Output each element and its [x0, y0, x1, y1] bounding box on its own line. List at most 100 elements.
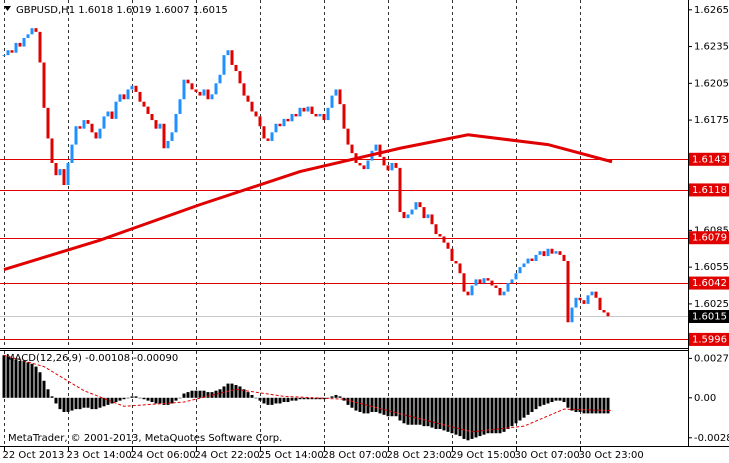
histogram-bar — [202, 390, 206, 398]
histogram-bar — [558, 397, 562, 401]
candle — [206, 89, 210, 100]
candle — [170, 132, 174, 141]
indicator-title: MACD(12,26,9) -0.00108 -0.00090 — [6, 353, 178, 364]
x-tick-label: 25 Oct 14:00 — [259, 450, 324, 461]
histogram-bar — [566, 397, 570, 408]
histogram-bar — [322, 397, 326, 400]
level-label: 1.6118 — [692, 185, 727, 196]
x-tick-label: 22 Oct 2013 — [3, 450, 65, 461]
histogram-bar — [450, 397, 454, 434]
candle — [26, 34, 30, 38]
candle — [594, 291, 598, 298]
histogram-bar — [506, 397, 510, 429]
candle — [66, 162, 70, 186]
candle — [6, 50, 10, 56]
plot-layer — [0, 0, 688, 446]
candle — [482, 278, 486, 284]
histogram-bar — [134, 396, 138, 398]
candle — [250, 101, 254, 112]
candle — [358, 162, 362, 166]
candle — [478, 279, 482, 284]
candle — [578, 297, 582, 301]
histogram-bar — [258, 397, 262, 401]
histogram-bar — [298, 397, 302, 400]
candle — [570, 307, 574, 323]
candle — [390, 162, 394, 171]
candle — [50, 138, 54, 163]
histogram-bar — [218, 389, 222, 398]
candle — [418, 202, 422, 208]
candle — [574, 297, 578, 308]
y-tick-label: 0.00278 — [694, 353, 729, 364]
candle — [138, 91, 142, 102]
histogram-bar — [114, 397, 118, 403]
histogram-bar — [386, 397, 390, 417]
candle — [134, 85, 138, 92]
histogram-bar — [398, 397, 402, 421]
histogram-bar — [174, 397, 178, 401]
candle — [38, 31, 42, 63]
candle — [178, 99, 182, 114]
histogram-bar — [294, 397, 298, 401]
candle — [198, 91, 202, 96]
candle — [150, 113, 154, 121]
candle — [298, 107, 302, 117]
histogram-bar — [78, 397, 82, 410]
candle — [446, 242, 450, 249]
histogram-bar — [534, 397, 538, 410]
candle — [514, 273, 518, 280]
histogram-bar — [594, 397, 598, 414]
histogram-bar — [550, 397, 554, 403]
histogram-bar — [246, 392, 250, 398]
candle — [414, 202, 418, 210]
histogram-bar — [170, 397, 174, 404]
histogram-bar — [334, 394, 338, 398]
x-tick-label: 29 Oct 15:00 — [451, 450, 516, 461]
histogram-bar — [110, 397, 114, 404]
candle — [382, 156, 386, 166]
candle — [86, 120, 90, 124]
candle — [450, 248, 454, 261]
y-tick-label: 1.6205 — [694, 78, 729, 89]
histogram-bar — [438, 397, 442, 429]
candle — [362, 165, 366, 170]
candle — [546, 248, 550, 257]
histogram-bar — [486, 397, 490, 434]
candle — [262, 126, 266, 139]
histogram-bar — [234, 385, 238, 398]
candle — [294, 113, 298, 117]
histogram-bar — [382, 397, 386, 415]
candle — [274, 123, 278, 133]
histogram-bar — [330, 396, 334, 398]
histogram-bar — [422, 397, 426, 427]
candle — [54, 162, 58, 176]
candle — [330, 95, 334, 108]
histogram-bar — [50, 396, 54, 398]
candle — [490, 280, 494, 286]
candle — [202, 89, 206, 96]
histogram-bar — [546, 397, 550, 404]
histogram-bar — [90, 397, 94, 410]
histogram-bar — [406, 397, 410, 425]
candle — [606, 312, 610, 317]
candle — [470, 285, 474, 296]
histogram-bar — [426, 397, 430, 427]
histogram-bar — [510, 397, 514, 427]
candle — [550, 248, 554, 254]
candle — [566, 261, 570, 323]
candle — [602, 310, 606, 313]
moving-average — [3, 133, 613, 272]
histogram-bar — [598, 397, 602, 414]
histogram-bar — [238, 386, 242, 398]
candle — [94, 132, 98, 139]
candle — [326, 107, 330, 121]
histogram-bar — [138, 397, 142, 399]
histogram-bar — [522, 397, 526, 418]
candle — [234, 64, 238, 72]
histogram-bar — [6, 356, 10, 398]
candle — [590, 291, 594, 296]
candle — [74, 126, 78, 145]
histogram-bar — [478, 397, 482, 437]
signal-line — [3, 354, 613, 433]
histogram-bar — [338, 396, 342, 398]
